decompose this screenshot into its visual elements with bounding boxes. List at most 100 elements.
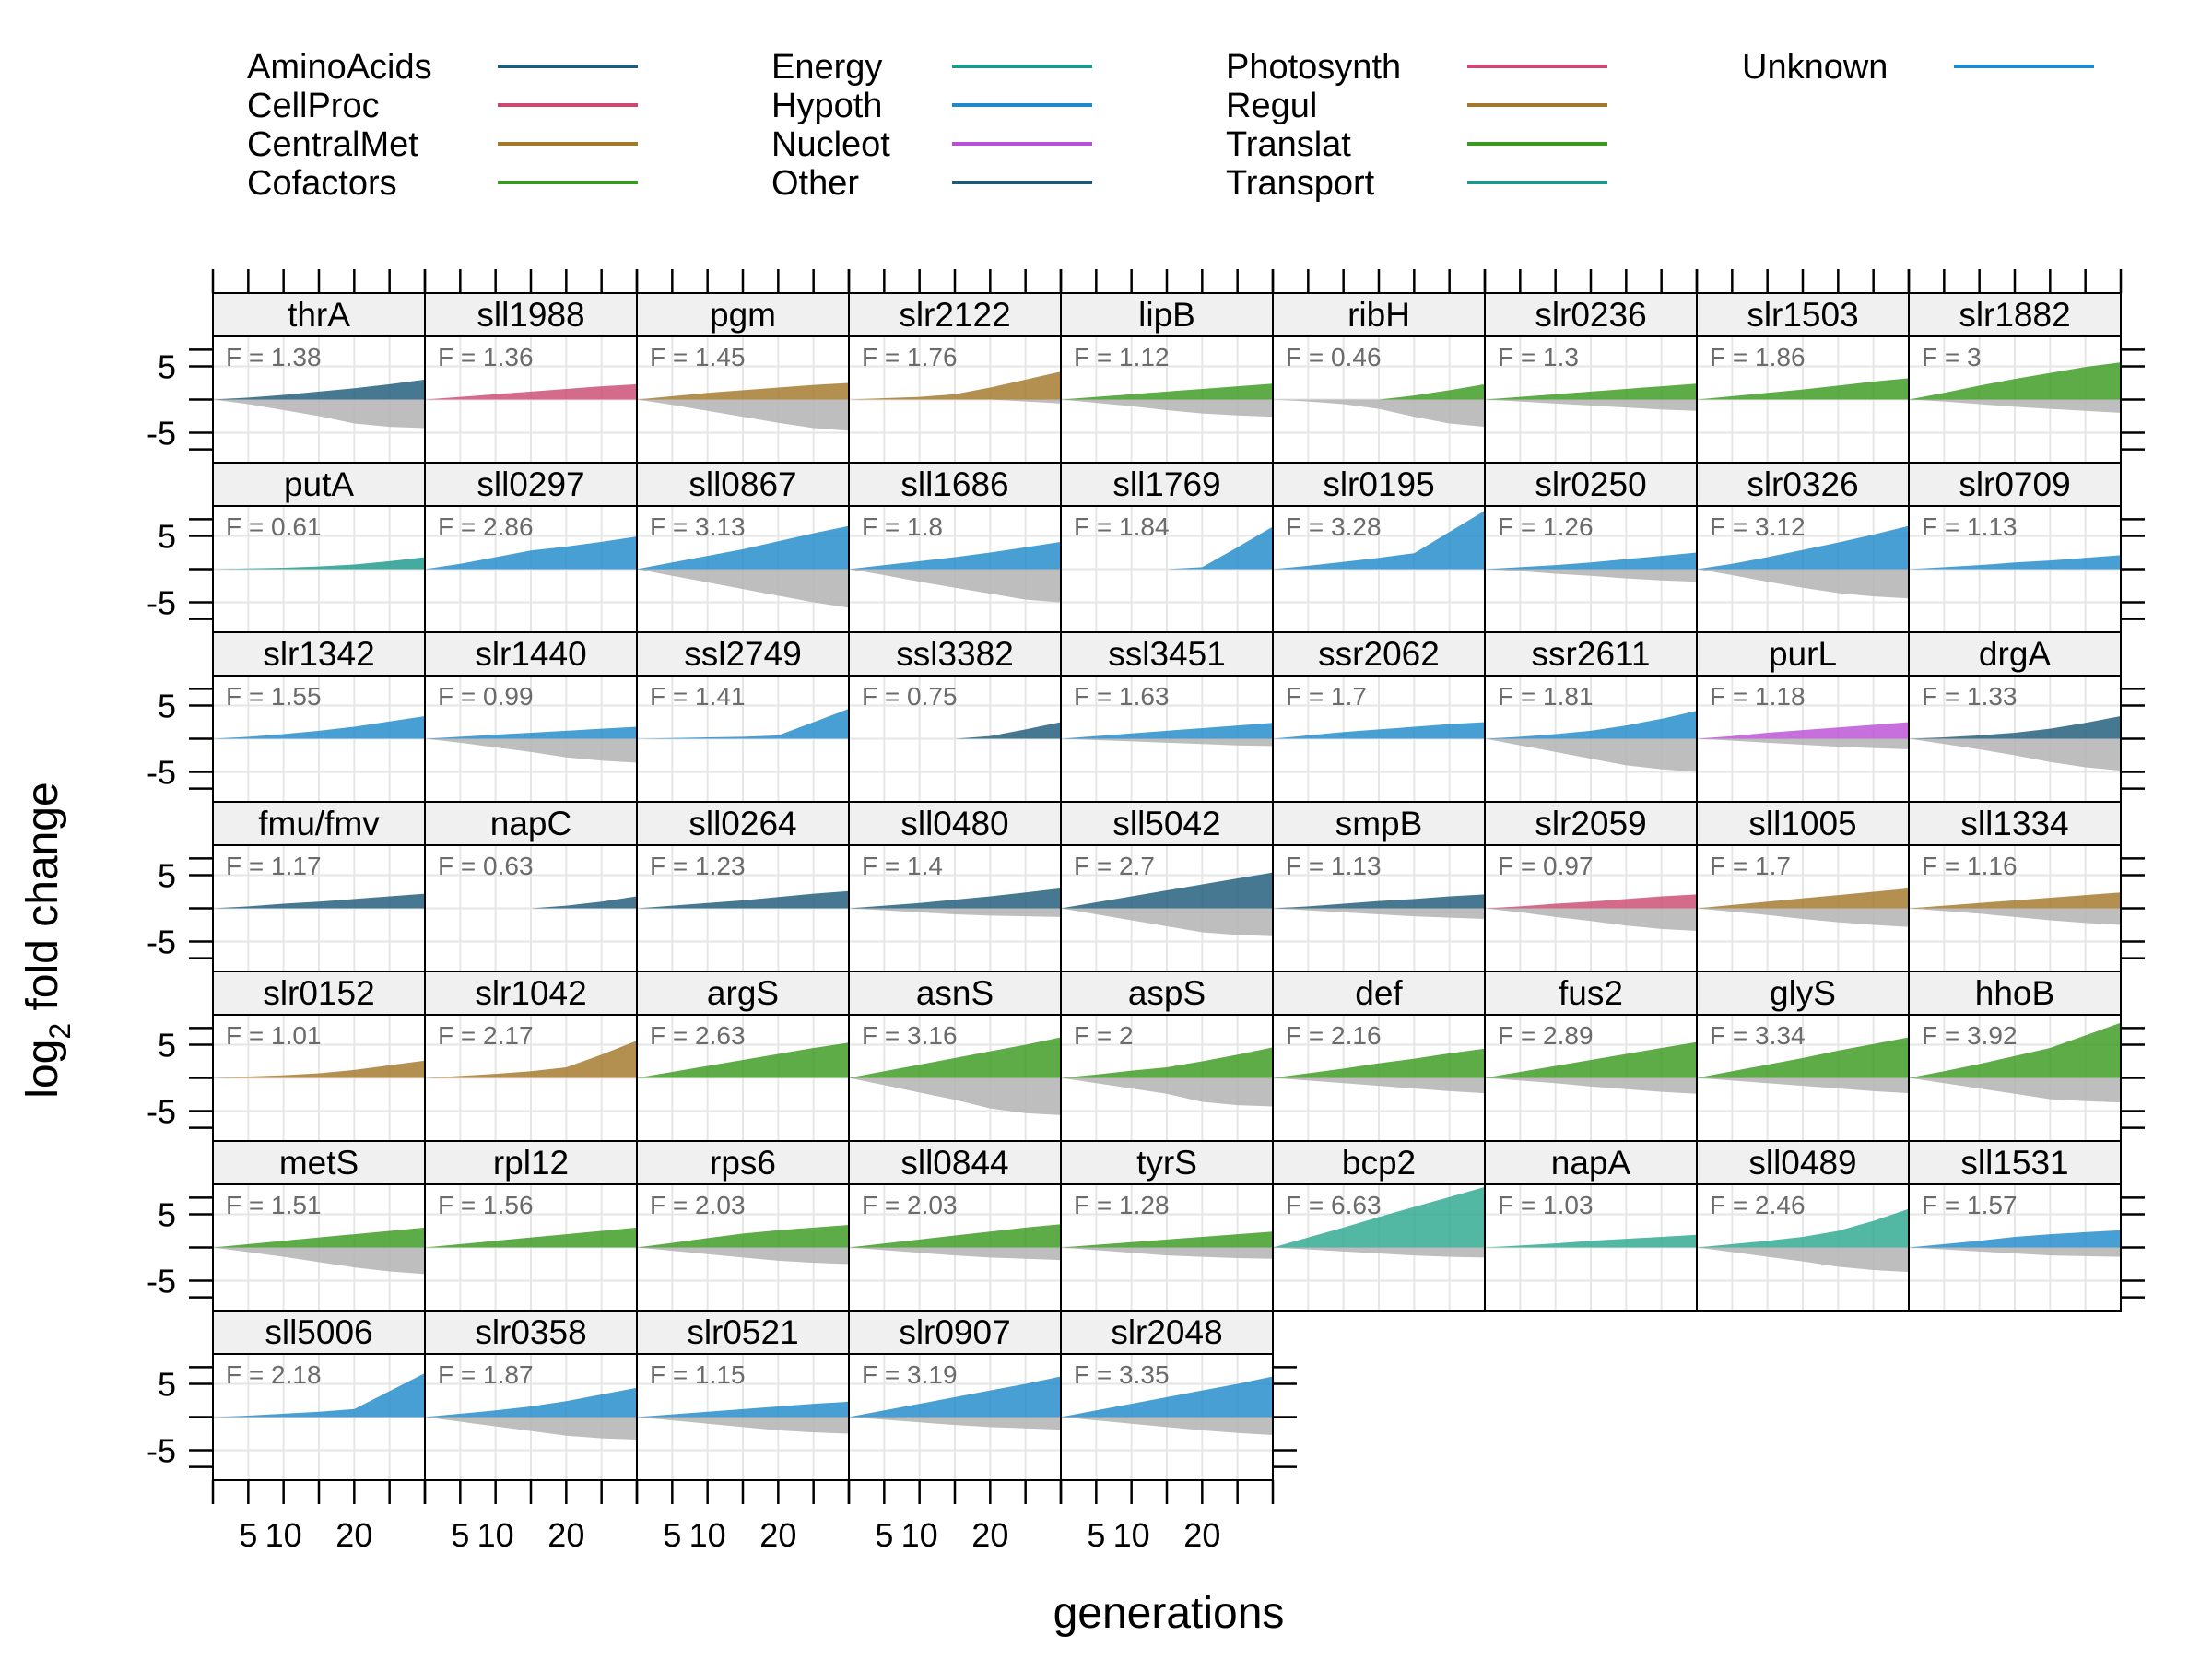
area-increase	[1697, 722, 1909, 739]
panel-f-value: F = 3.35	[1074, 1360, 1170, 1389]
panel-pgm: pgm F = 1.45	[636, 292, 850, 464]
panel-title: drgA	[1979, 635, 2051, 673]
y-tick-label: -5	[147, 924, 176, 961]
panel-sll0867: sll0867 F = 3.13	[636, 462, 850, 633]
x-tick-label: 20	[547, 1516, 584, 1554]
x-tick-label: 10	[477, 1516, 514, 1554]
panel-f-value: F = 1.13	[1286, 852, 1382, 880]
panel-strip	[636, 801, 850, 846]
area-increase	[213, 1060, 425, 1078]
panel-f-value: F = 0.63	[438, 852, 534, 880]
panel-title: lipB	[1138, 296, 1195, 334]
panel-f-value: F = 1.33	[1922, 682, 2018, 711]
panel-f-value: F = 1.01	[226, 1021, 322, 1050]
panel-sll0480: sll0480 F = 1.4	[848, 801, 1062, 972]
area-increase	[213, 715, 425, 739]
panel-strip	[1272, 971, 1486, 1016]
panel-title: ssl3451	[1108, 635, 1226, 673]
y-tick-label: -5	[147, 754, 176, 792]
area-decrease	[1061, 908, 1273, 936]
panel-f-value: F = 3.16	[862, 1021, 958, 1050]
panel-title: sll0480	[900, 805, 1008, 842]
area-decrease	[849, 1247, 1061, 1261]
panel-slr1440: slr1440 F = 0.99	[424, 631, 638, 803]
area-increase	[1909, 555, 2121, 570]
panel-title: slr1342	[263, 635, 374, 673]
area-increase	[1061, 383, 1273, 400]
panel-title: sll1686	[900, 465, 1008, 503]
area-increase	[213, 379, 425, 400]
panel-title: sll0264	[688, 805, 796, 842]
panel-f-value: F = 1.15	[650, 1360, 746, 1389]
panel-f-value: F = 2.17	[438, 1021, 534, 1050]
panel-f-value: F = 1.16	[1922, 852, 2018, 880]
panel-napC: napC F = 0.63	[424, 801, 638, 972]
area-decrease	[1485, 738, 1697, 772]
panel-slr0358: slr0358 F = 1.87	[424, 1310, 638, 1481]
area-increase	[1485, 1234, 1697, 1248]
panel-f-value: F = 2.46	[1710, 1191, 1806, 1219]
x-tick-label: 10	[901, 1516, 938, 1554]
panel-strip	[424, 971, 638, 1016]
y-tick-label: 5	[158, 1026, 176, 1064]
panel-title: slr0521	[687, 1313, 798, 1351]
panel-putA: putA F = 0.61	[212, 462, 426, 633]
panel-strip	[1060, 292, 1274, 337]
panel-title: ribH	[1347, 296, 1410, 334]
panel-strip	[424, 631, 638, 677]
area-decrease	[1485, 399, 1697, 411]
x-tick-label: 10	[265, 1516, 302, 1554]
panel-strip	[848, 631, 1062, 677]
panel-title: ssl3382	[896, 635, 1014, 673]
area-decrease	[1909, 1077, 2121, 1103]
legend-label-photosynth: Photosynth	[1226, 48, 1401, 87]
panel-slr0250: slr0250 F = 1.26	[1484, 462, 1698, 633]
legend-label-other: Other	[771, 164, 859, 203]
area-increase	[1485, 711, 1697, 739]
area-decrease	[849, 908, 1061, 917]
area-increase	[213, 1372, 425, 1418]
area-decrease	[1485, 1077, 1697, 1094]
area-decrease	[1061, 1247, 1273, 1259]
area-decrease	[1061, 399, 1273, 418]
panel-title: sll1531	[1960, 1144, 2068, 1182]
panel-drgA: drgA F = 1.33	[1908, 631, 2122, 803]
area-increase	[1485, 552, 1697, 570]
panel-f-value: F = 2.7	[1074, 852, 1155, 880]
area-increase	[1909, 892, 2121, 909]
y-tick-label: 5	[158, 1195, 176, 1233]
panel-f-value: F = 1.87	[438, 1360, 534, 1389]
area-increase	[1061, 1231, 1273, 1248]
panel-title: putA	[284, 465, 354, 503]
x-tick-label: 5	[663, 1516, 681, 1554]
panel-sll1005: sll1005 F = 1.7	[1696, 801, 1910, 972]
panel-bcp2: bcp2 F = 6.63	[1272, 1140, 1486, 1312]
panel-title: glyS	[1770, 974, 1836, 1012]
panel-strip	[1484, 971, 1698, 1016]
y-tick-label: -5	[147, 1093, 176, 1131]
panel-strip	[1060, 631, 1274, 677]
panel-slr0326: slr0326 F = 3.12	[1696, 462, 1910, 633]
area-increase	[1061, 723, 1273, 739]
panel-f-value: F = 1.51	[226, 1191, 322, 1219]
area-decrease	[1697, 1077, 1909, 1094]
panel-sll0844: sll0844 F = 2.03	[848, 1140, 1062, 1312]
panel-grid: thrA F = 1.38 sll1988 F = 1.36 pgm F = 1.45 sl…	[212, 292, 2122, 1481]
legend-label-unknown: Unknown	[1742, 48, 1888, 87]
panel-title: rpl12	[493, 1144, 569, 1182]
area-increase	[1273, 511, 1485, 570]
panel-strip	[848, 462, 1062, 507]
area-decrease	[1909, 908, 2121, 925]
panel-strip	[424, 1140, 638, 1185]
panel-sll1686: sll1686 F = 1.8	[848, 462, 1062, 633]
area-increase	[1273, 1048, 1485, 1078]
area-decrease	[425, 1417, 637, 1441]
panel-title: slr1440	[475, 635, 586, 673]
area-increase	[1485, 383, 1697, 400]
panel-f-value: F = 1.81	[1498, 682, 1594, 711]
panel-thrA: thrA F = 1.38	[212, 292, 426, 464]
panel-title: slr2059	[1535, 805, 1646, 842]
y-tick-label: 5	[158, 347, 176, 385]
panel-strip	[1908, 462, 2122, 507]
